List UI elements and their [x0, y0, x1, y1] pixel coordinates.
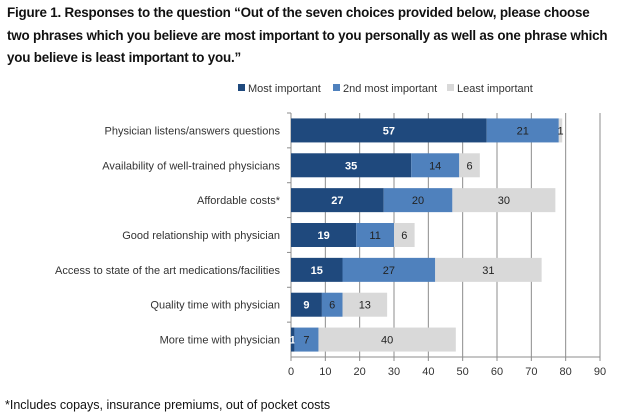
data-label: 35 — [345, 160, 357, 172]
bar-segment — [294, 327, 319, 352]
x-tick-label: 70 — [525, 366, 537, 378]
data-label: 20 — [412, 195, 424, 207]
x-tick-label: 20 — [354, 366, 366, 378]
bar-segment — [291, 153, 412, 178]
footnote: *Includes copays, insurance premiums, ou… — [5, 398, 331, 412]
data-label: 40 — [381, 335, 393, 347]
data-label: 57 — [383, 125, 395, 137]
x-tick-label: 40 — [422, 366, 434, 378]
data-label: 27 — [383, 265, 395, 277]
category-label: More time with physician — [160, 335, 280, 347]
x-tick-label: 0 — [288, 366, 294, 378]
bar-segment — [383, 188, 453, 213]
category-label: Access to state of the art medications/f… — [55, 265, 280, 277]
category-label: Affordable costs* — [197, 195, 281, 207]
bar-segment — [291, 223, 357, 247]
data-label: 7 — [303, 335, 309, 347]
bar-segment — [291, 292, 322, 317]
data-label: 1 — [290, 335, 296, 347]
legend-label: 2nd most important — [343, 83, 437, 95]
bar-segment — [291, 257, 343, 282]
bar-segment — [342, 292, 388, 317]
data-label: 21 — [517, 125, 529, 137]
x-tick-label: 90 — [594, 366, 606, 378]
data-label: 30 — [498, 195, 510, 207]
bar-segment — [356, 223, 394, 247]
title-line: two phrases which you believe are most i… — [7, 27, 608, 43]
data-label: 14 — [429, 160, 441, 172]
bar-segment — [342, 257, 436, 282]
bar-segment — [411, 153, 460, 178]
bar-segment — [291, 327, 295, 352]
bar-segment — [486, 118, 559, 143]
bar-segment — [558, 118, 563, 143]
bar-segment — [452, 188, 556, 213]
x-tick-label: 10 — [319, 366, 331, 378]
bar-segment — [291, 188, 384, 213]
bar-segment — [394, 223, 415, 247]
category-label: Physician listens/answers questions — [105, 125, 281, 137]
legend-label: Least important — [457, 83, 533, 95]
data-label: 11 — [369, 230, 380, 242]
x-tick-label: 30 — [388, 366, 400, 378]
bar-segment — [459, 153, 480, 178]
x-tick-label: 60 — [491, 366, 503, 378]
x-tick-label: 80 — [560, 366, 572, 378]
category-label: Quality time with physician — [150, 300, 280, 312]
legend-swatch — [447, 84, 454, 91]
data-label: 19 — [317, 230, 329, 242]
legend-swatch — [238, 84, 245, 91]
data-label: 6 — [329, 300, 335, 312]
data-label: 1 — [557, 125, 563, 137]
chart-title: Figure 1. Responses to the question “Out… — [7, 2, 637, 70]
category-label: Good relationship with physician — [122, 230, 280, 242]
legend-label: Most important — [248, 83, 321, 95]
title-line: you believe is least important to you.” — [7, 50, 242, 65]
bar-segment — [321, 292, 343, 317]
category-label: Availability of well-trained physicians — [102, 160, 280, 172]
data-label: 27 — [331, 195, 343, 207]
data-label: 6 — [401, 230, 407, 242]
data-label: 15 — [311, 265, 323, 277]
x-tick-label: 50 — [457, 366, 469, 378]
legend-swatch — [333, 84, 340, 91]
data-label: 31 — [482, 265, 494, 277]
bar-segment — [318, 327, 456, 352]
bar-segment — [291, 118, 487, 143]
title-line: Figure 1. Responses to the question “Out… — [7, 5, 590, 20]
data-label: 6 — [466, 160, 472, 172]
data-label: 13 — [359, 300, 371, 312]
bar-segment — [435, 257, 542, 282]
data-label: 9 — [303, 300, 309, 312]
